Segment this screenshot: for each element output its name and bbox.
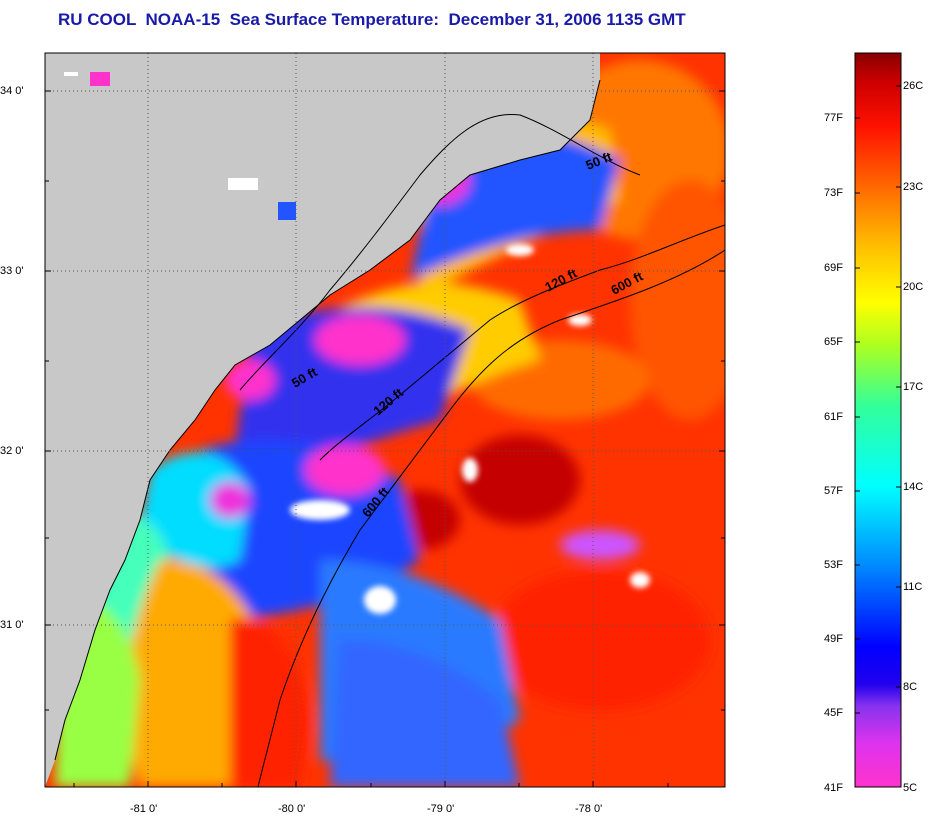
colorbar-label-17C: 17C <box>903 381 924 393</box>
colorbar-label-61F: 61F <box>824 411 843 423</box>
land-mass <box>45 53 600 787</box>
sst-field <box>45 53 725 787</box>
colorbar-label-73F: 73F <box>824 187 843 199</box>
colorbar-label-53F: 53F <box>824 559 843 571</box>
axis-ticks <box>45 90 725 787</box>
colorbar-label-45F: 45F <box>824 707 843 719</box>
colorbar-label-57F: 57F <box>824 485 843 497</box>
lon-label-79: -79 0' <box>427 803 455 815</box>
colorbar-label-23C: 23C <box>903 181 924 193</box>
map-title: RU COOL NOAA-15 Sea Surface Temperature:… <box>58 10 686 29</box>
contour-120ft <box>319 224 725 461</box>
lon-label-78: -78 0' <box>575 803 603 815</box>
contour-50ft <box>239 113 641 391</box>
colorbar-label-77F: 77F <box>824 112 843 124</box>
colorbar-label-20C: 20C <box>903 281 924 293</box>
colorbar-label-11C: 11C <box>903 581 923 593</box>
colorbar-label-49F: 49F <box>824 633 843 645</box>
colorbar-label-14C: 14C <box>903 481 924 493</box>
lon-label-80: -80 0' <box>278 803 306 815</box>
lon-label-81: -81 0' <box>130 803 158 815</box>
lat-label-31: 31 0' <box>0 619 24 631</box>
colorbar-label-8C: 8C <box>903 681 918 693</box>
grid <box>45 53 725 787</box>
contour-600ft <box>257 249 725 787</box>
colorbar-label-65F: 65F <box>824 336 843 348</box>
lat-label-33: 33 0' <box>0 265 24 277</box>
lat-label-32: 32 0' <box>0 445 24 457</box>
colorbar-label-41F: 41F <box>824 782 843 794</box>
lat-label-34: 34 0' <box>0 85 24 97</box>
coastline <box>54 79 601 761</box>
colorbar-label-5C: 5C <box>903 782 918 794</box>
colorbar-label-69F: 69F <box>824 262 843 274</box>
colorbar <box>855 53 901 787</box>
colorbar-label-26C: 26C <box>903 80 924 92</box>
colorbar-ticks <box>855 85 901 714</box>
